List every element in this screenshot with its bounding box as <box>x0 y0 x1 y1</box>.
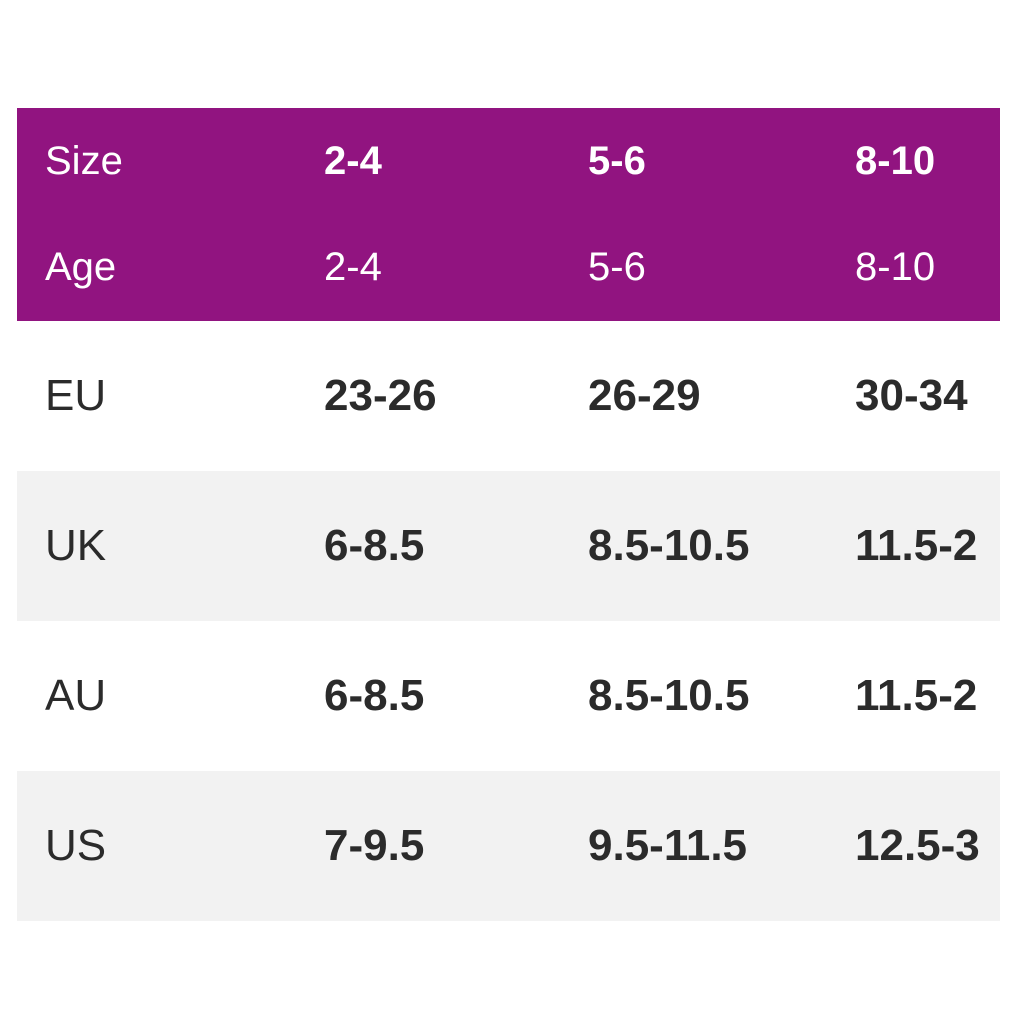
eu-value-3: 30-34 <box>855 371 968 420</box>
table-row-uk: UK 6-8.5 8.5-10.5 11.5-2 <box>17 471 1000 621</box>
header-row-size: Size 2-4 5-6 8-10 <box>17 108 1000 215</box>
age-value-2: 5-6 <box>588 245 646 290</box>
table-row-au: AU 6-8.5 8.5-10.5 11.5-2 <box>17 621 1000 771</box>
size-value-2: 5-6 <box>588 138 646 183</box>
us-row-label: US <box>45 821 107 870</box>
eu-value-2: 26-29 <box>588 371 701 420</box>
size-chart-table: Size 2-4 5-6 8-10 Age 2-4 5-6 8-10 EU 23… <box>17 108 1000 921</box>
us-value-3: 12.5-3 <box>855 821 980 870</box>
au-row-label: AU <box>45 671 107 720</box>
au-value-3: 11.5-2 <box>855 671 978 720</box>
uk-row-label: UK <box>45 521 107 570</box>
au-value-1: 6-8.5 <box>324 671 425 720</box>
us-value-1: 7-9.5 <box>324 821 425 870</box>
eu-row-label: EU <box>45 371 107 420</box>
size-chart-header: Size 2-4 5-6 8-10 Age 2-4 5-6 8-10 <box>17 108 1000 321</box>
uk-value-2: 8.5-10.5 <box>588 521 750 570</box>
table-row-us: US 7-9.5 9.5-11.5 12.5-3 <box>17 771 1000 921</box>
table-row-eu: EU 23-26 26-29 30-34 <box>17 321 1000 471</box>
age-value-1: 2-4 <box>324 245 382 290</box>
age-value-3: 8-10 <box>855 245 936 290</box>
eu-value-1: 23-26 <box>324 371 437 420</box>
size-row-label: Size <box>45 138 123 183</box>
us-value-2: 9.5-11.5 <box>588 821 748 870</box>
age-row-label: Age <box>45 245 117 290</box>
uk-value-3: 11.5-2 <box>855 521 978 570</box>
size-value-1: 2-4 <box>324 138 382 183</box>
size-value-3: 8-10 <box>855 138 936 183</box>
header-row-age: Age 2-4 5-6 8-10 <box>17 215 1000 322</box>
uk-value-1: 6-8.5 <box>324 521 425 570</box>
au-value-2: 8.5-10.5 <box>588 671 750 720</box>
